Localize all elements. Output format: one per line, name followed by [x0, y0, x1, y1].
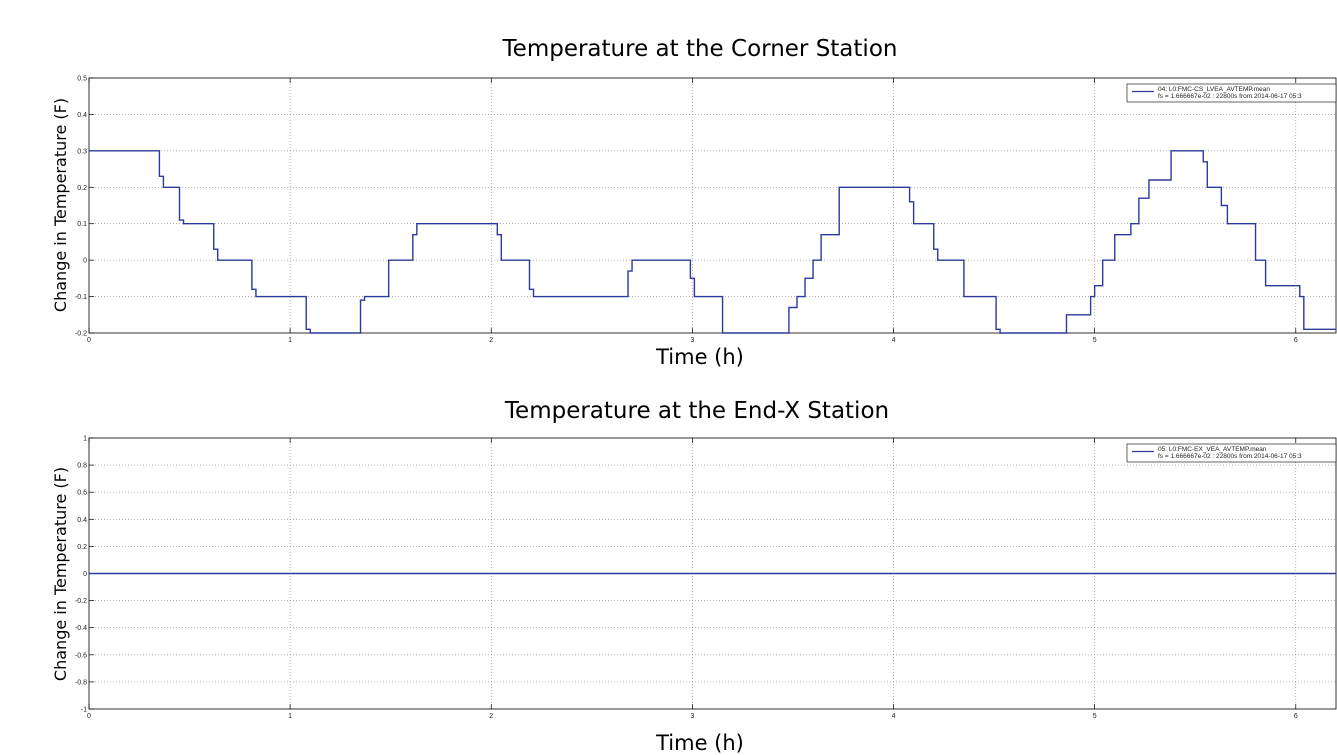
- y-tick-label: -0.1: [75, 294, 87, 301]
- x-tick-label: 6: [1294, 337, 1298, 344]
- legend: 04: L0:FMC-CS_LVEA_AVTEMP.mean fs = 1.66…: [1126, 83, 1337, 103]
- chart-title: Temperature at the End-X Station: [504, 398, 889, 424]
- y-tick-label: 0.3: [77, 148, 87, 155]
- x-tick-label: 0: [87, 713, 91, 720]
- axis-ticks: 0 1 2 3 4 5 6 -1 -0.8 -0.6 -0.4 -0.2 0 0.2 0.4 0.6 0.8 1: [75, 436, 1298, 721]
- x-tick-label: 6: [1294, 713, 1298, 720]
- x-tick-label: 3: [690, 713, 694, 720]
- y-tick-label: 0: [83, 571, 87, 578]
- x-tick-label: 2: [489, 713, 493, 720]
- x-tick-label: 1: [288, 337, 292, 344]
- y-axis-label: Change in Temperature (F): [51, 467, 70, 681]
- y-tick-label: 0.2: [77, 185, 87, 192]
- y-tick-label: 0.4: [77, 517, 87, 524]
- legend-entry-detail: fs = 1.666667e-02 : 22800s from 2014-06-…: [1158, 93, 1302, 100]
- plot-frame: [88, 77, 1337, 334]
- x-tick-label: 5: [1093, 337, 1097, 344]
- y-tick-label: 0.6: [77, 490, 87, 497]
- chart-corner-station: Temperature at the Corner Station Time (…: [51, 36, 1337, 369]
- x-tick-label: 4: [892, 713, 896, 720]
- legend-entry-name: 05: L0:FMC-EX_VEA_AVTEMP.mean: [1158, 446, 1267, 453]
- chart-title: Temperature at the Corner Station: [502, 36, 898, 62]
- y-tick-label: 0.4: [77, 112, 87, 119]
- x-tick-label: 5: [1093, 713, 1097, 720]
- series-line: [89, 150, 1336, 334]
- grid-lines: [89, 78, 1336, 333]
- y-tick-label: -1: [81, 707, 87, 714]
- y-axis-label: Change in Temperature (F): [51, 98, 70, 312]
- legend-box: [1126, 443, 1337, 463]
- x-tick-label: 1: [288, 713, 292, 720]
- x-axis-label: Time (h): [655, 731, 744, 755]
- y-tick-label: -0.8: [75, 679, 87, 686]
- y-tick-label: 1: [83, 436, 87, 443]
- x-tick-label: 4: [892, 337, 896, 344]
- x-tick-label: 3: [690, 337, 694, 344]
- y-tick-label: 0.8: [77, 463, 87, 470]
- legend-entry-detail: fs = 1.666667e-02 : 22800s from 2014-06-…: [1158, 453, 1302, 460]
- y-tick-label: -0.2: [75, 331, 87, 338]
- y-tick-label: -0.6: [75, 652, 87, 659]
- x-tick-label: 0: [87, 337, 91, 344]
- legend-box: [1126, 83, 1337, 103]
- axis-ticks: 0 1 2 3 4 5 6 -0.2 -0.1 0 0.1 0.2 0.3 0.4 0.5: [75, 76, 1298, 345]
- y-tick-label: 0.1: [77, 221, 87, 228]
- chart-end-x-station: Temperature at the End-X Station Time (h…: [51, 398, 1337, 755]
- x-tick-label: 2: [489, 337, 493, 344]
- y-tick-label: -0.2: [75, 598, 87, 605]
- legend: 05: L0:FMC-EX_VEA_AVTEMP.mean fs = 1.666…: [1126, 443, 1337, 463]
- y-tick-label: 0.5: [77, 76, 87, 83]
- y-tick-label: -0.4: [75, 625, 87, 632]
- y-tick-label: 0: [83, 258, 87, 265]
- y-tick-label: 0.2: [77, 544, 87, 551]
- legend-entry-name: 04: L0:FMC-CS_LVEA_AVTEMP.mean: [1158, 86, 1270, 93]
- x-axis-label: Time (h): [655, 345, 744, 369]
- series-lines: [89, 150, 1336, 334]
